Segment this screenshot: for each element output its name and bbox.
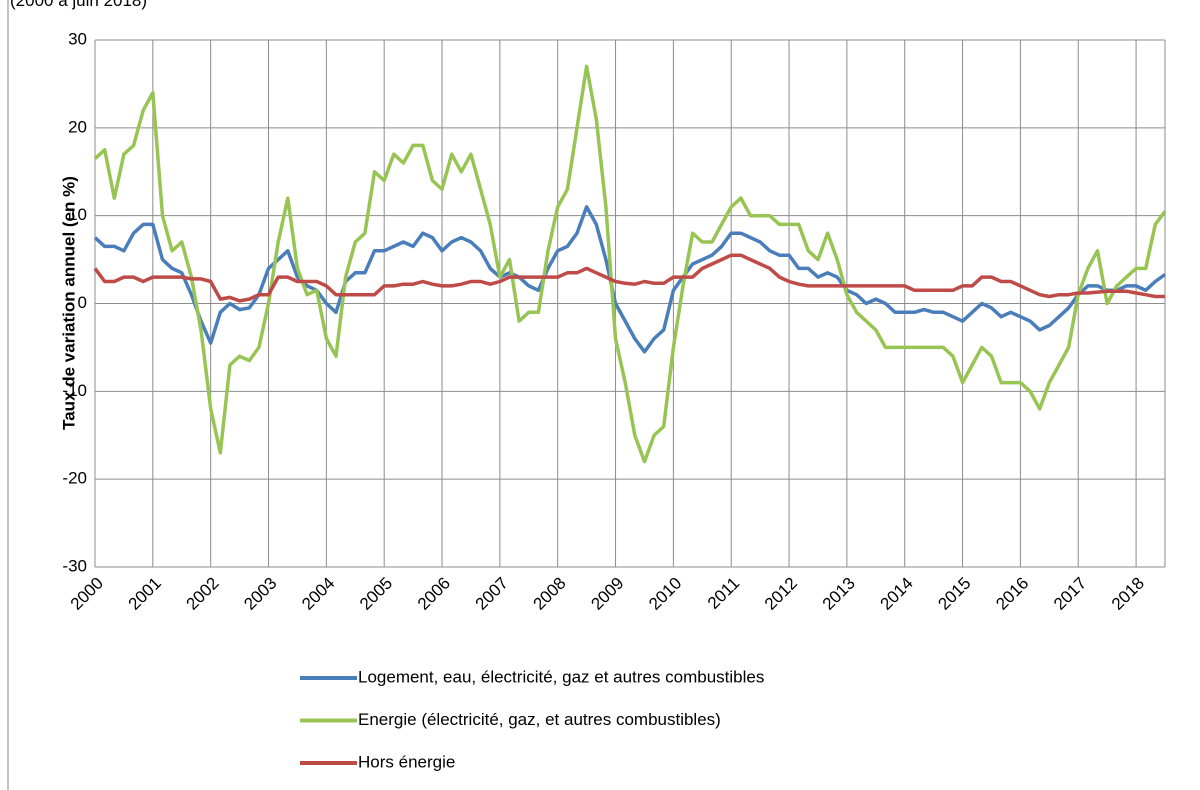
legend-label: Hors énergie (358, 752, 455, 771)
x-tick-label: 2012 (761, 574, 801, 614)
y-tick-label: 30 (68, 29, 87, 48)
x-tick-label: 2005 (356, 574, 396, 614)
x-tick-label: 2008 (530, 574, 570, 614)
y-tick-label: 0 (78, 293, 87, 312)
x-tick-label: 2015 (934, 574, 974, 614)
x-tick-label: 2010 (645, 574, 685, 614)
y-tick-label: -10 (62, 381, 87, 400)
x-tick-label: 2007 (472, 574, 512, 614)
x-tick-label: 2006 (414, 574, 454, 614)
x-tick-label: 2013 (819, 574, 859, 614)
x-tick-label: 2018 (1108, 574, 1148, 614)
y-axis-label: Taux de variation annuel (en %) (59, 176, 78, 430)
y-tick-label: -30 (62, 556, 87, 575)
series-line (93, 205, 1167, 354)
y-tick-label: -20 (62, 469, 87, 488)
x-tick-label: 2014 (877, 574, 917, 614)
x-tick-label: 2003 (240, 574, 280, 614)
legend-label: Logement, eau, électricité, gaz et autre… (358, 667, 764, 686)
legend-label: Energie (électricité, gaz, et autres com… (358, 710, 721, 729)
y-tick-label: 10 (68, 205, 87, 224)
series-line (93, 64, 1167, 464)
x-tick-label: 2009 (587, 574, 627, 614)
x-tick-label: 2001 (125, 574, 165, 614)
x-tick-label: 2004 (298, 574, 338, 614)
x-tick-label: 2011 (704, 574, 743, 613)
x-tick-label: 2002 (182, 574, 222, 614)
x-tick-label: 2016 (992, 574, 1032, 614)
y-tick-label: 20 (68, 117, 87, 136)
x-tick-label: 2000 (67, 574, 107, 614)
x-tick-label: 2017 (1050, 574, 1090, 614)
chart-subtitle: (2000 à juin 2018) (10, 0, 147, 10)
series-line (93, 253, 1165, 303)
